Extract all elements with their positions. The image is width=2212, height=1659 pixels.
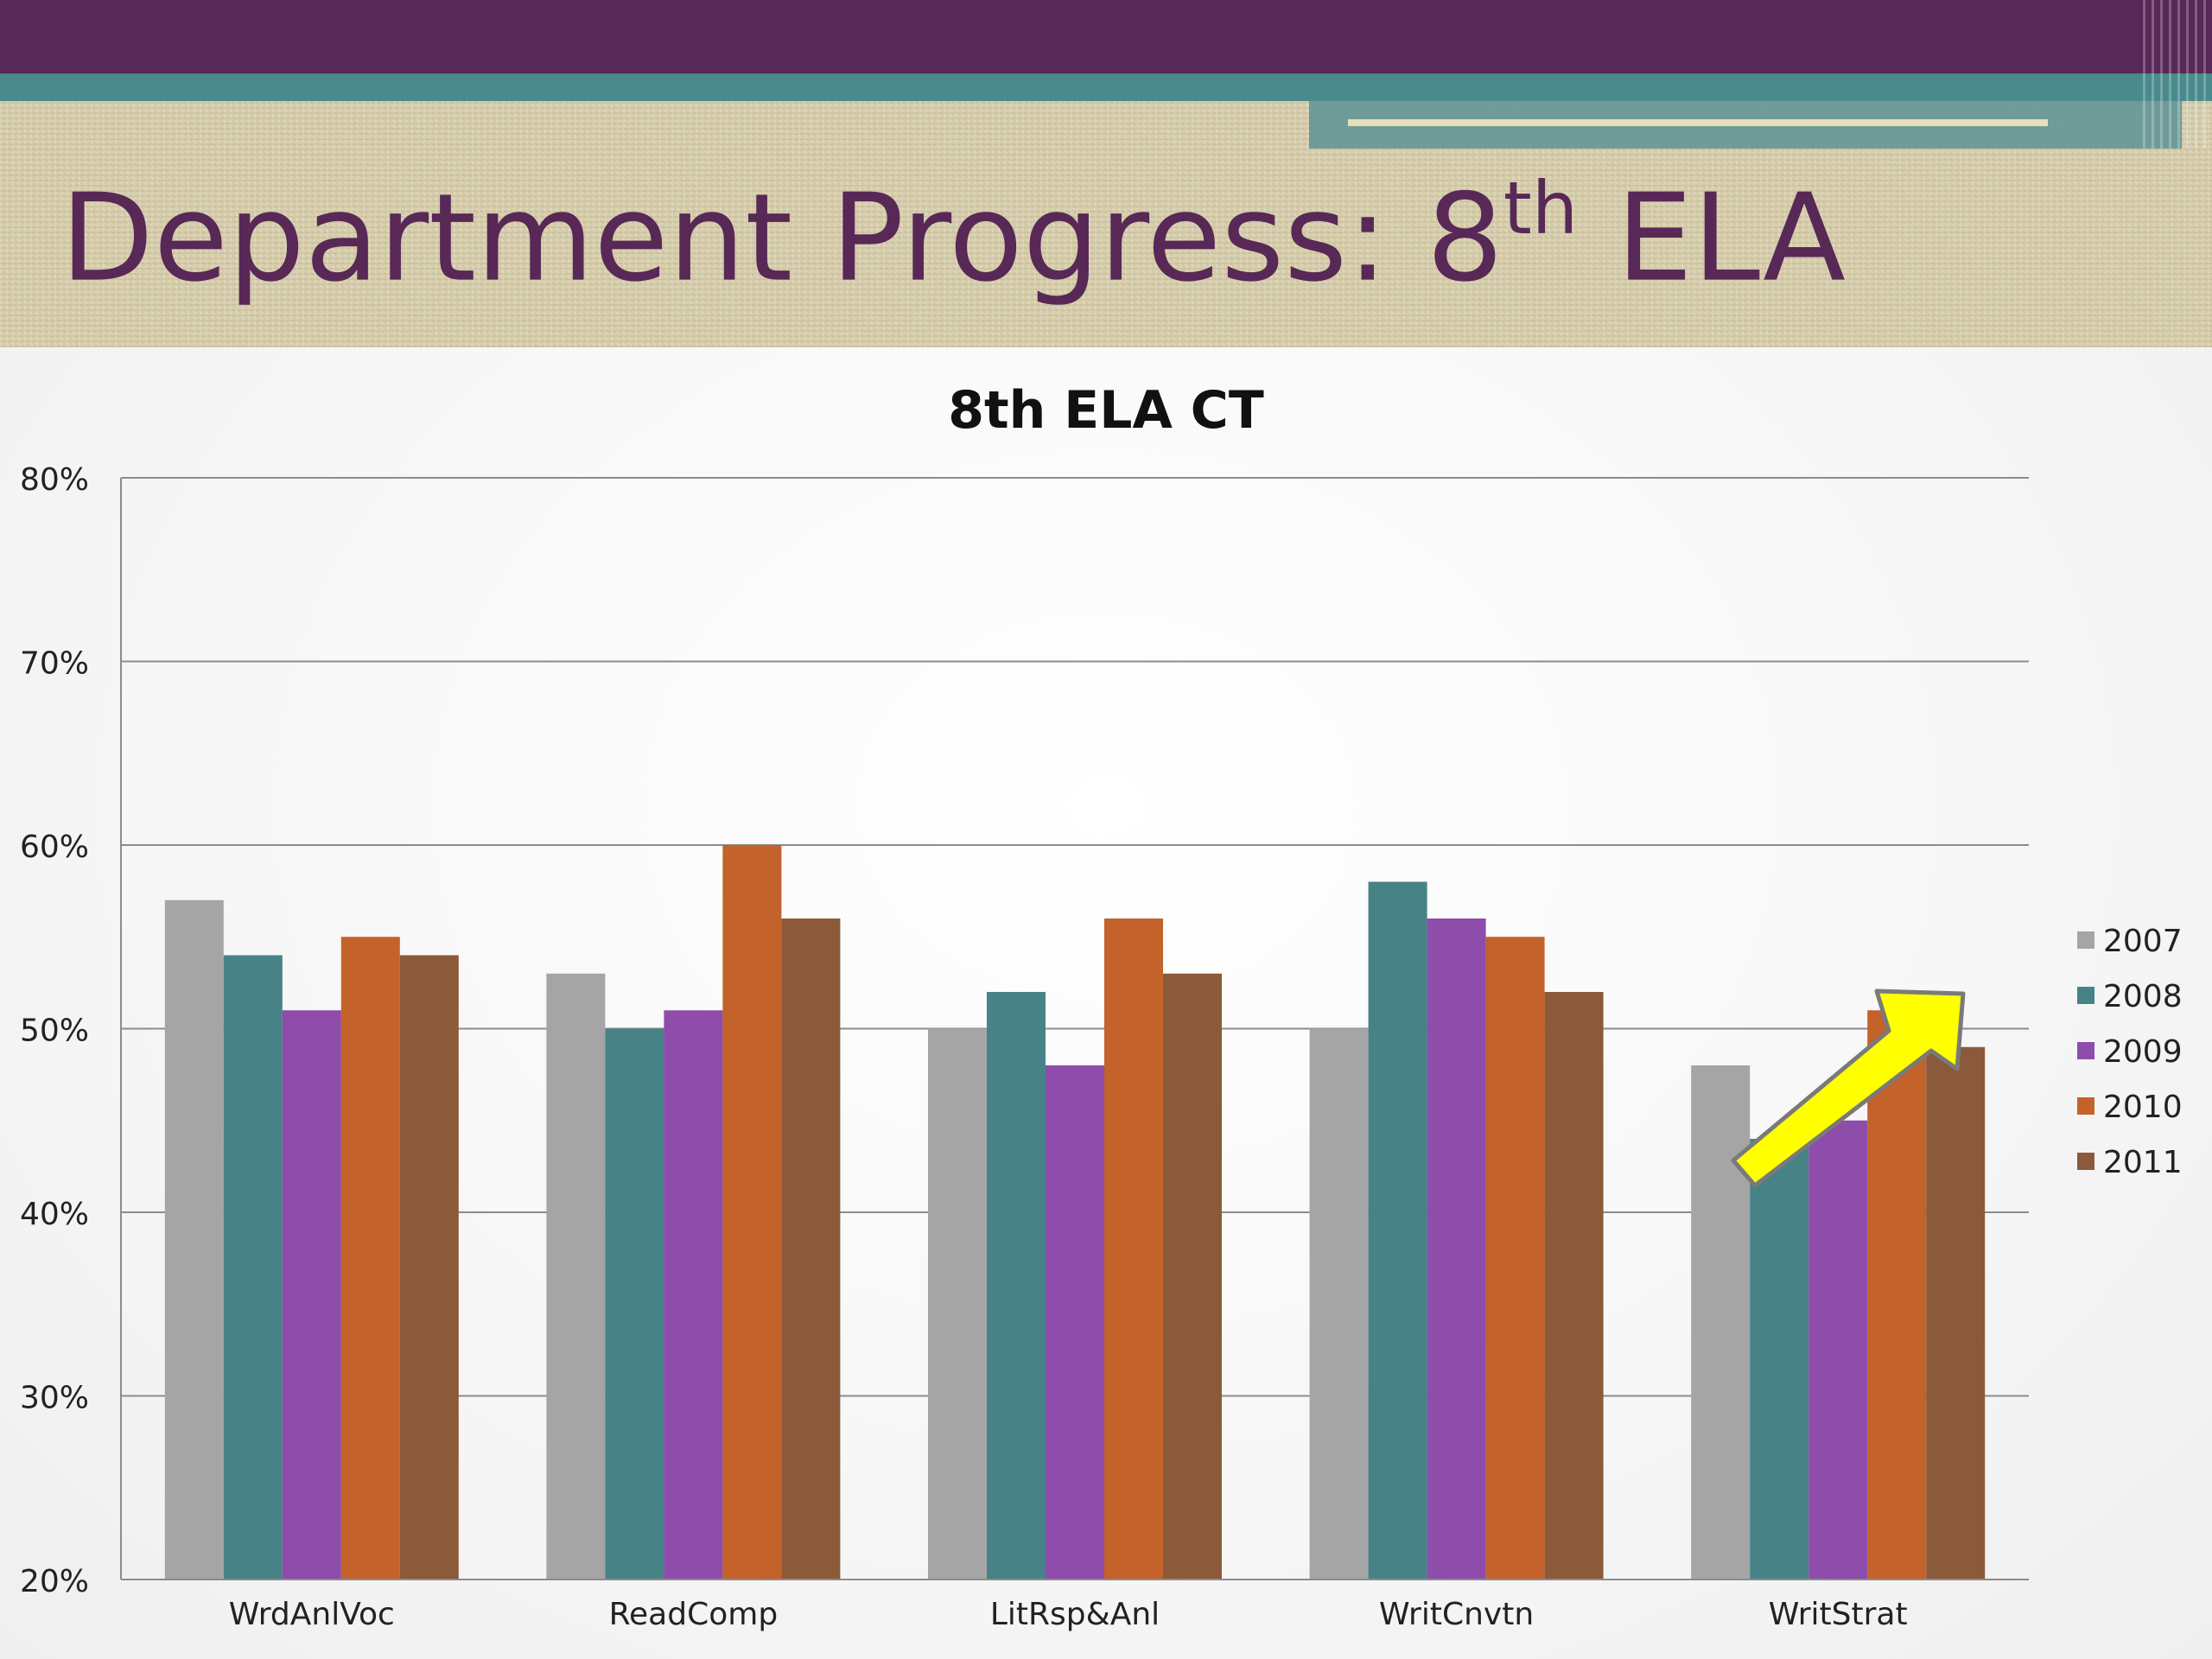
accent-band	[0, 73, 2212, 101]
bar-2011-2	[1163, 973, 1222, 1580]
slide-title-main: Department Progress: 8	[60, 168, 1503, 309]
accent-line	[1348, 119, 2048, 126]
bar-2009-2	[1046, 1065, 1104, 1580]
bar-2007-3	[1309, 1028, 1369, 1580]
legend-swatch-2011	[2077, 1153, 2094, 1170]
slide-title: Department Progress: 8th ELA	[60, 172, 1846, 300]
bar-2009-1	[664, 1010, 723, 1580]
bar-2011-3	[1544, 992, 1604, 1580]
bar-2010-3	[1485, 937, 1545, 1580]
bar-2008-0	[223, 955, 283, 1580]
header-band	[0, 0, 2212, 73]
annotation	[1731, 988, 1966, 1188]
legend-label-2008: 2008	[2103, 979, 2183, 1014]
bar-2009-4	[1808, 1120, 1868, 1580]
legend-label-2007: 2007	[2103, 924, 2183, 959]
bar-2008-3	[1368, 881, 1427, 1580]
chart-title: 8th ELA CT	[948, 380, 1264, 441]
legend: 2007 2008 2009 2010 2011	[2077, 924, 2183, 1180]
yellow-arrow-icon	[1731, 988, 1966, 1188]
bar-2010-4	[1867, 1010, 1927, 1580]
legend-swatch-2009	[2077, 1042, 2094, 1059]
legend-swatch-2010	[2077, 1097, 2094, 1115]
bar-2009-3	[1427, 918, 1486, 1580]
legend-swatch-2008	[2077, 987, 2094, 1004]
legend-swatch-2007	[2077, 931, 2094, 949]
slide-title-end: ELA	[1578, 168, 1847, 309]
y-tick-label: 80%	[20, 462, 89, 498]
x-tick-label: WritCnvtn	[1379, 1597, 1534, 1632]
y-tick-label: 30%	[20, 1381, 89, 1416]
bar-2008-2	[987, 992, 1046, 1580]
bars	[164, 845, 1986, 1580]
bar-2010-0	[340, 937, 400, 1580]
bar-2008-4	[1750, 1139, 1809, 1580]
bar-2011-0	[399, 955, 459, 1580]
bar-2007-2	[928, 1028, 987, 1580]
bar-2007-0	[164, 899, 224, 1580]
bar-2011-4	[1926, 1046, 1986, 1580]
slide-title-superscript: th	[1503, 166, 1579, 251]
y-tick-label: 40%	[20, 1197, 89, 1232]
legend-label-2011: 2011	[2103, 1145, 2183, 1180]
x-tick-label: LitRsp&Anl	[990, 1597, 1160, 1632]
legend-label-2009: 2009	[2103, 1034, 2183, 1070]
bar-2009-0	[282, 1010, 341, 1580]
x-tick-label: WrdAnlVoc	[229, 1597, 395, 1632]
y-tick-label: 50%	[20, 1014, 89, 1049]
decorative-stripes	[2143, 0, 2212, 149]
bar-2010-2	[1104, 918, 1163, 1580]
y-tick-label: 60%	[20, 830, 89, 865]
y-tick-label: 20%	[20, 1564, 89, 1599]
bar-2007-4	[1691, 1065, 1751, 1580]
legend-label-2010: 2010	[2103, 1090, 2183, 1125]
bar-2011-1	[781, 918, 841, 1580]
y-tick-label: 70%	[20, 646, 89, 682]
bar-2010-1	[722, 845, 782, 1580]
x-tick-label: ReadComp	[609, 1597, 779, 1632]
bar-2008-1	[605, 1028, 664, 1580]
axes: 20% 30% 40% 50% 60% 70% 80% WrdAnlVoc ReadComp Li…	[20, 462, 2029, 1632]
x-tick-label: WritStrat	[1769, 1597, 1908, 1632]
bar-2007-1	[546, 973, 606, 1580]
